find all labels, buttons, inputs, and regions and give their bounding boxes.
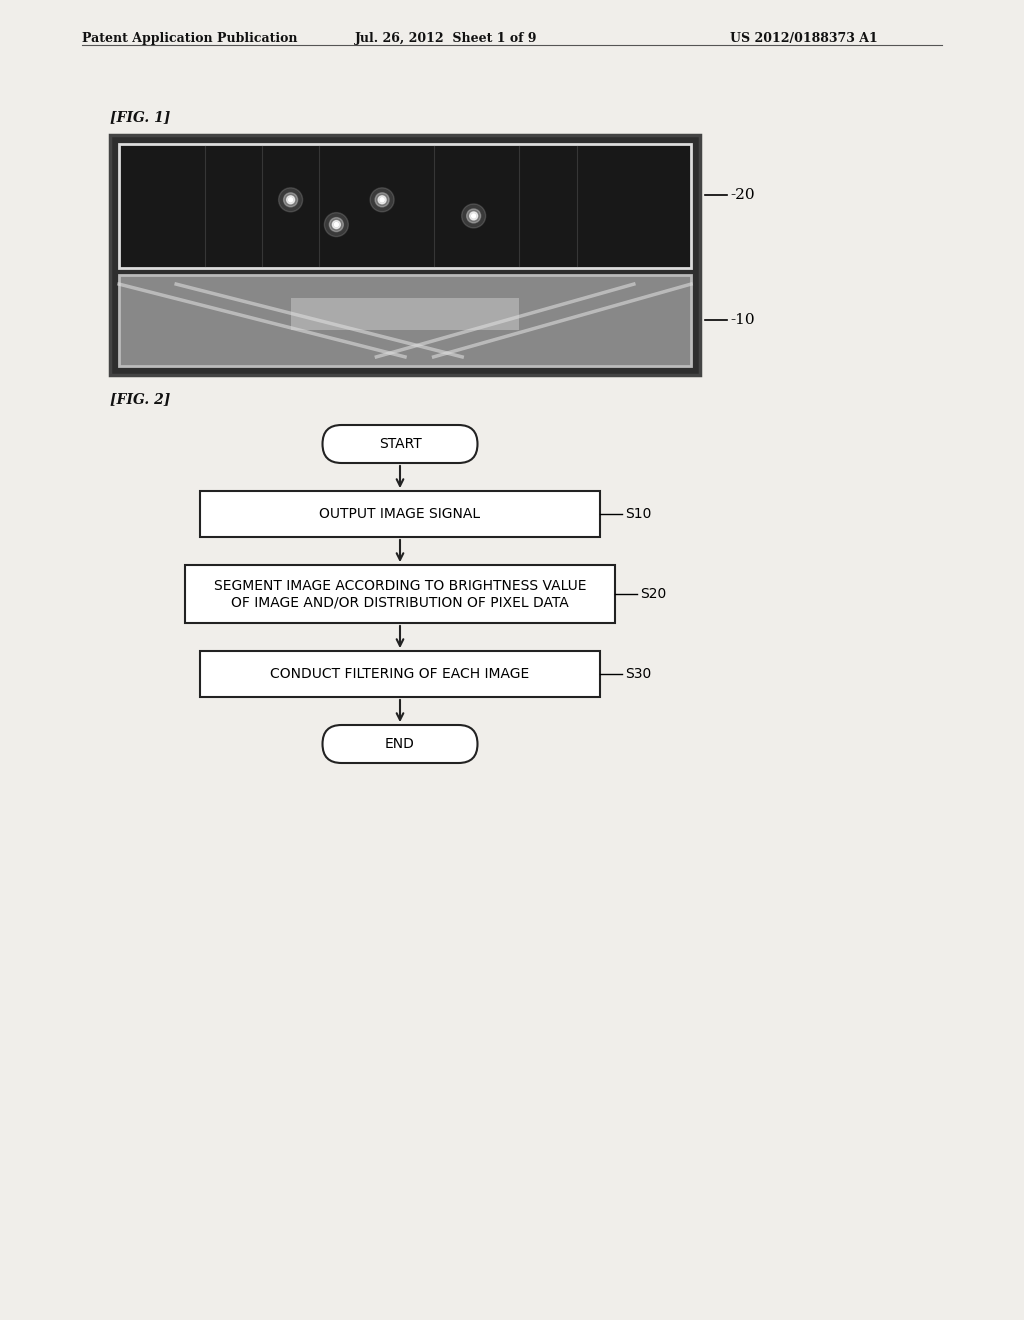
FancyBboxPatch shape [291, 298, 519, 330]
Circle shape [289, 198, 293, 202]
Text: -20: -20 [730, 187, 755, 202]
Circle shape [370, 187, 394, 211]
Circle shape [287, 195, 295, 203]
Circle shape [325, 213, 348, 236]
Text: [FIG. 1]: [FIG. 1] [110, 110, 170, 124]
Circle shape [333, 220, 340, 228]
Text: S20: S20 [640, 587, 667, 601]
Circle shape [279, 187, 303, 211]
Circle shape [472, 214, 475, 218]
Circle shape [330, 218, 343, 231]
Circle shape [467, 209, 480, 223]
Circle shape [335, 223, 338, 227]
FancyBboxPatch shape [119, 144, 691, 268]
Text: START: START [379, 437, 421, 451]
Circle shape [375, 193, 389, 207]
FancyBboxPatch shape [200, 491, 600, 537]
Text: Jul. 26, 2012  Sheet 1 of 9: Jul. 26, 2012 Sheet 1 of 9 [355, 32, 538, 45]
Text: Patent Application Publication: Patent Application Publication [82, 32, 298, 45]
Circle shape [380, 198, 384, 202]
Text: END: END [385, 737, 415, 751]
Text: CONDUCT FILTERING OF EACH IMAGE: CONDUCT FILTERING OF EACH IMAGE [270, 667, 529, 681]
FancyBboxPatch shape [185, 565, 615, 623]
Text: OUTPUT IMAGE SIGNAL: OUTPUT IMAGE SIGNAL [319, 507, 480, 521]
Text: US 2012/0188373 A1: US 2012/0188373 A1 [730, 32, 878, 45]
FancyBboxPatch shape [110, 135, 700, 375]
FancyBboxPatch shape [323, 425, 477, 463]
Circle shape [378, 195, 386, 203]
Text: [FIG. 2]: [FIG. 2] [110, 392, 170, 407]
Text: SEGMENT IMAGE ACCORDING TO BRIGHTNESS VALUE
OF IMAGE AND/OR DISTRIBUTION OF PIXE: SEGMENT IMAGE ACCORDING TO BRIGHTNESS VA… [214, 579, 587, 609]
Text: S10: S10 [625, 507, 651, 521]
Circle shape [462, 203, 485, 228]
Circle shape [284, 193, 298, 207]
Text: -10: -10 [730, 313, 755, 327]
FancyBboxPatch shape [200, 651, 600, 697]
FancyBboxPatch shape [119, 275, 691, 366]
Circle shape [470, 213, 477, 220]
FancyBboxPatch shape [323, 725, 477, 763]
Text: S30: S30 [625, 667, 651, 681]
